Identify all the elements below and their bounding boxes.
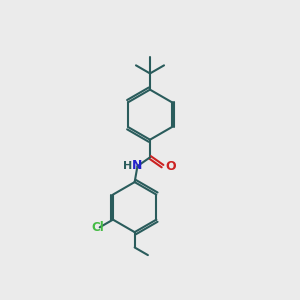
Text: Cl: Cl <box>92 221 105 234</box>
Text: H: H <box>123 160 133 171</box>
Text: O: O <box>166 160 176 172</box>
Text: N: N <box>131 159 142 172</box>
